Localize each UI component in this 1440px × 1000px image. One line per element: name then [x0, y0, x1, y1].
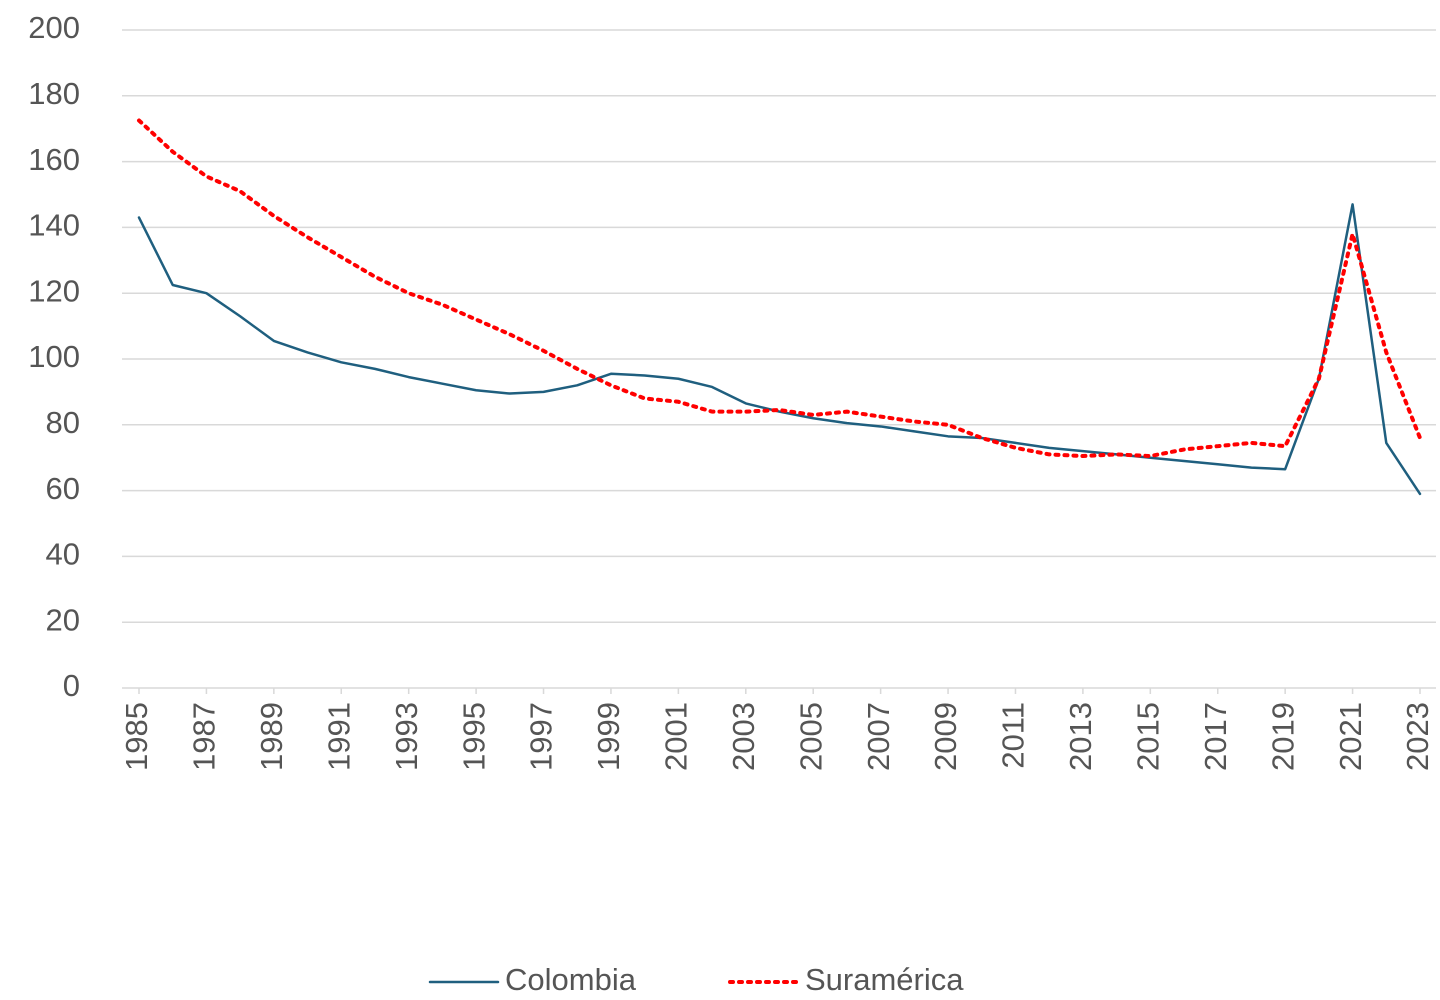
x-tick-label: 1987: [187, 702, 222, 771]
x-tick-label: 2023: [1400, 702, 1435, 771]
y-tick-label: 0: [63, 668, 80, 703]
y-tick-label: 160: [28, 142, 80, 177]
y-tick-label: 140: [28, 208, 80, 243]
x-tick-label: 2013: [1063, 702, 1098, 771]
x-tick-label: 2021: [1333, 702, 1368, 771]
y-tick-label: 40: [46, 537, 80, 572]
legend-label: Suramérica: [805, 962, 964, 997]
y-tick-label: 100: [28, 339, 80, 374]
x-tick-label: 1989: [254, 702, 289, 771]
x-tick-label: 2005: [793, 702, 828, 771]
x-tick-label: 1985: [119, 702, 154, 771]
y-tick-label: 180: [28, 76, 80, 111]
x-tick-label: 2015: [1131, 702, 1166, 771]
x-tick-label: 2007: [861, 702, 896, 771]
x-tick-label: 1993: [389, 702, 424, 771]
x-tick-label: 2011: [996, 702, 1031, 769]
x-tick-label: 2003: [726, 702, 761, 771]
y-tick-label: 80: [46, 405, 80, 440]
x-tick-label: 2001: [659, 702, 694, 771]
y-tick-label: 20: [46, 602, 80, 637]
x-tick-label: 1991: [321, 702, 356, 771]
x-tick-label: 1997: [524, 702, 559, 771]
x-tick-label: 2019: [1265, 702, 1300, 771]
x-tick-label: 2009: [928, 702, 963, 771]
y-tick-label: 200: [28, 10, 80, 45]
x-tick-label: 1995: [456, 702, 491, 771]
series-line: [137, 118, 1422, 459]
y-tick-label: 60: [46, 471, 80, 506]
x-tick-label: 2017: [1198, 702, 1233, 771]
x-tick-label: 1999: [591, 702, 626, 771]
legend-label: Colombia: [505, 962, 637, 997]
series-line: [137, 203, 1422, 496]
y-tick-label: 120: [28, 273, 80, 308]
